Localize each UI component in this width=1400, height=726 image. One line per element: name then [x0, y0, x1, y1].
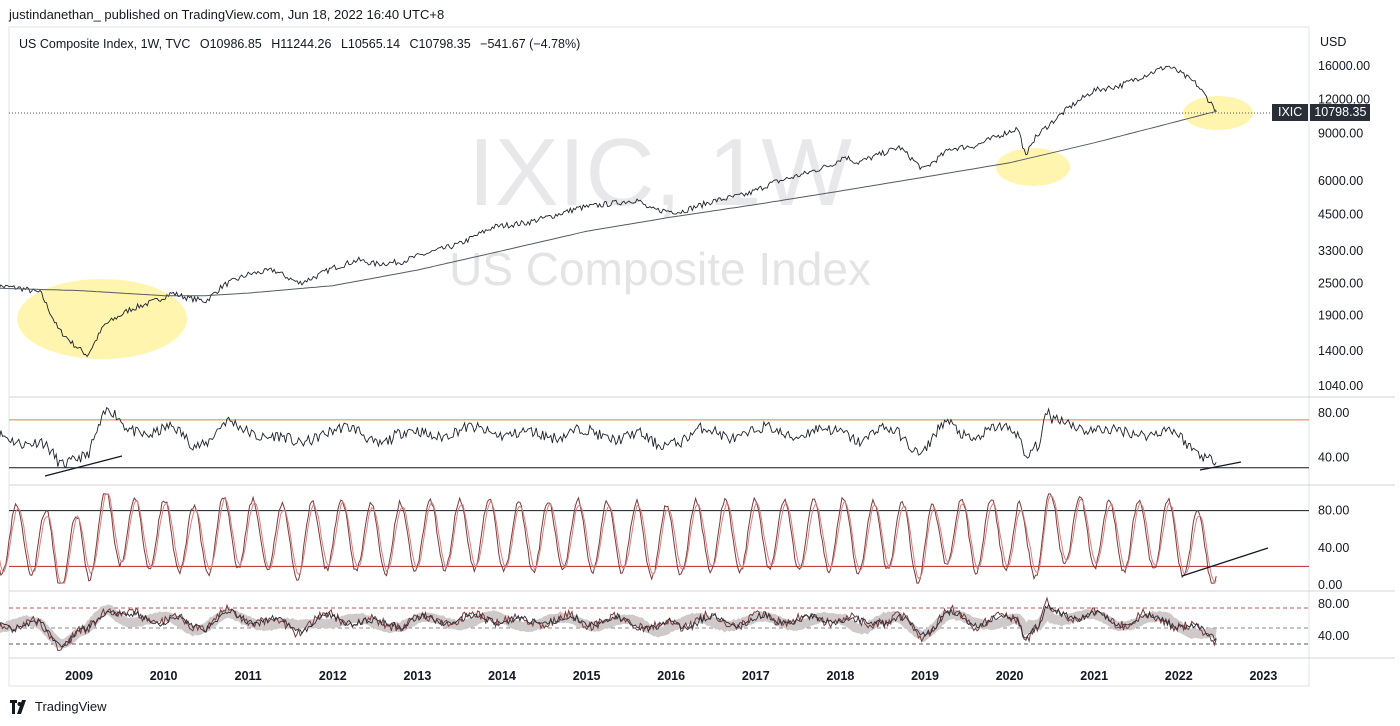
moving-average-line: [0, 110, 1218, 297]
legend-name: US Composite Index, 1W, TVC: [19, 37, 191, 51]
time-axis[interactable]: 2009 2010 2011 2012 2013 2014 2015 2016 2017 2018…: [65, 669, 1277, 683]
legend-open: O10986.85: [199, 37, 262, 51]
footer-brand[interactable]: TradingView: [9, 699, 107, 714]
x-tick-label: 2017: [742, 669, 770, 683]
price-series-line: [0, 65, 1217, 358]
y-tick-label: 0.00: [1318, 578, 1342, 592]
footer-brand-label: TradingView: [35, 699, 107, 714]
stochastic-pane[interactable]: 80.00 40.00 0.00: [0, 493, 1349, 592]
currency-label: USD: [1320, 35, 1347, 49]
x-tick-label: 2016: [657, 669, 685, 683]
x-tick-label: 2015: [573, 669, 601, 683]
x-tick-label: 2022: [1165, 669, 1193, 683]
trendline: [1199, 461, 1242, 471]
x-tick-label: 2021: [1080, 669, 1108, 683]
y-tick-label: 6000.00: [1318, 174, 1363, 188]
y-tick-label: 3300.00: [1318, 244, 1363, 258]
price-pane[interactable]: [0, 65, 1218, 358]
x-tick-label: 2020: [996, 669, 1024, 683]
y-tick-label: 80.00: [1318, 504, 1349, 518]
stoch-k-line: [0, 493, 1217, 584]
tradingview-logo-icon: [10, 699, 26, 714]
y-tick-label: 40.00: [1318, 451, 1349, 465]
price-axis[interactable]: 16000.00 12000.00 9000.00 6000.00 4500.00 330…: [1318, 59, 1370, 393]
trendline: [1181, 547, 1269, 577]
last-price-tag: IXIC 10798.35: [1272, 104, 1371, 121]
watermark-description: US Composite Index: [449, 243, 871, 295]
y-tick-label: 16000.00: [1318, 59, 1370, 73]
x-tick-label: 2014: [488, 669, 516, 683]
highlight-2009-low: [17, 279, 187, 359]
legend-change: −541.67 (−4.78%): [480, 37, 581, 51]
x-tick-label: 2019: [911, 669, 939, 683]
x-tick-label: 2010: [150, 669, 178, 683]
rsi-line: [0, 406, 1217, 468]
stoch-d-line: [0, 493, 1217, 585]
y-tick-label: 80.00: [1318, 597, 1349, 611]
x-tick-label: 2013: [403, 669, 431, 683]
y-tick-label: 1400.00: [1318, 344, 1363, 358]
third-oscillator-pane[interactable]: 80.00 40.00: [0, 596, 1349, 651]
legend-close: C10798.35: [409, 37, 471, 51]
osc-signal-line: [0, 603, 1217, 648]
y-tick-label: 1040.00: [1318, 379, 1363, 393]
legend-high: H11244.26: [271, 37, 332, 51]
legend-low: L10565.14: [340, 37, 401, 51]
y-tick-label: 9000.00: [1318, 126, 1363, 140]
last-price-value: 10798.35: [1310, 104, 1371, 121]
y-tick-label: 12000.00: [1318, 93, 1370, 107]
y-tick-label: 40.00: [1318, 629, 1349, 643]
x-tick-label: 2023: [1249, 669, 1277, 683]
y-tick-label: 1900.00: [1318, 308, 1363, 322]
y-tick-label: 2500.00: [1318, 276, 1363, 290]
x-tick-label: 2018: [826, 669, 854, 683]
x-tick-label: 2011: [235, 669, 262, 683]
rsi-pane[interactable]: 80.00 40.00: [0, 406, 1349, 477]
osc-line: [0, 596, 1217, 651]
publish-info: justindanethan_ published on TradingView…: [9, 7, 445, 22]
x-tick-label: 2009: [65, 669, 93, 683]
y-tick-label: 4500.00: [1318, 208, 1363, 222]
trendline: [44, 455, 123, 477]
x-tick-label: 2012: [319, 669, 347, 683]
highlight-2020-low: [996, 148, 1070, 186]
y-tick-label: 40.00: [1318, 541, 1349, 555]
y-tick-label: 80.00: [1318, 406, 1349, 420]
symbol-legend[interactable]: US Composite Index, 1W, TVC O10986.85 H1…: [19, 37, 586, 51]
last-price-symbol: IXIC: [1272, 104, 1309, 121]
watermark-symbol: IXIC, 1W: [468, 119, 852, 226]
